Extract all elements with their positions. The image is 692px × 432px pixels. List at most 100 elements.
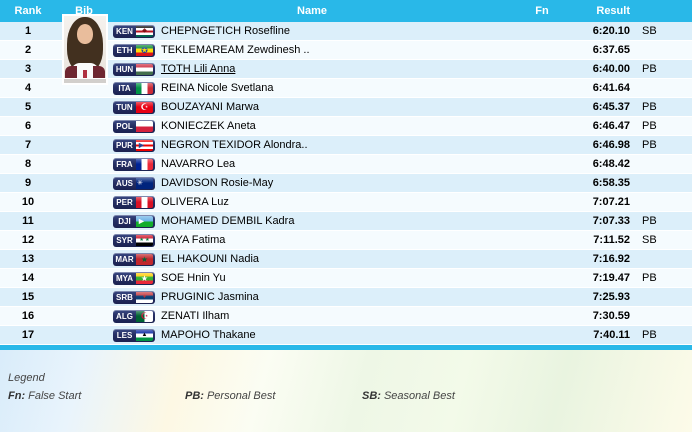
athlete-name-link[interactable]: NAVARRO Lea <box>161 157 236 170</box>
fn-cell <box>512 60 572 78</box>
flag-emblem-icon <box>136 121 153 132</box>
table-row: 15 SRB ♦ PRUGINIC Jasmina 7:25.93 <box>0 288 692 307</box>
record-badge <box>634 174 692 192</box>
result-cell: 7:07.33 <box>592 215 630 227</box>
athlete-name-link[interactable]: RAYA Fatima <box>161 233 226 246</box>
athlete-name-link[interactable]: NEGRON TEXIDOR Alondra.. <box>161 138 308 151</box>
country-code: SRB <box>116 292 133 302</box>
name-cell: ITA REINA Nicole Svetlana <box>112 79 512 97</box>
athlete-name-link[interactable]: EL HAKOUNI Nadia <box>161 252 260 265</box>
athlete-name-link[interactable]: OLIVERA Luz <box>161 195 229 208</box>
flag-emblem-icon: ★ <box>140 254 149 264</box>
country-code: PUR <box>116 140 133 150</box>
flag-emblem-icon <box>136 159 153 170</box>
result-cell: 7:30.59 <box>592 310 630 322</box>
athlete-name-link[interactable]: PRUGINIC Jasmina <box>161 290 259 303</box>
country-flag-badge: HUN <box>113 62 155 76</box>
record-badge <box>634 41 692 59</box>
legend-key-sb: SB: <box>362 390 381 402</box>
flag-icon <box>136 196 153 208</box>
table-row: 11 DJI ► MOHAMED DEMBIL Kadra 7:07.33 PB <box>0 212 692 231</box>
photo-vest-right <box>93 66 105 78</box>
rank-cell: 12 <box>21 234 35 246</box>
athlete-name-link[interactable]: ZENATI Ilham <box>161 309 230 322</box>
record-badge: PB <box>642 215 657 227</box>
country-code: POL <box>116 121 133 131</box>
bib-cell <box>56 250 112 268</box>
country-flag-badge: ITA <box>113 81 155 95</box>
legend-title: Legend <box>8 372 45 384</box>
flag-emblem-icon: ♦ <box>142 293 147 300</box>
flag-icon <box>136 158 153 170</box>
name-cell: FRA NAVARRO Lea <box>112 155 512 173</box>
athlete-photo-image <box>64 16 106 78</box>
name-cell: KEN ◆ CHEPNGETICH Rosefline <box>112 22 512 40</box>
table-row: 17 LES ▲ MAPOHO Thakane 7:40.11 PB <box>0 326 692 345</box>
country-code: ALG <box>116 311 133 321</box>
name-cell: LES ▲ MAPOHO Thakane <box>112 326 512 344</box>
name-cell: POL KONIECZEK Aneta <box>112 117 512 135</box>
country-code: MYA <box>115 273 134 283</box>
athlete-name-link[interactable]: CHEPNGETICH Rosefline <box>161 24 290 37</box>
record-badge <box>634 155 692 173</box>
flag-icon: ► <box>136 215 153 227</box>
table-row: 10 PER OLIVERA Luz 7:07.21 <box>0 193 692 212</box>
flag-emblem-icon: ► <box>137 215 146 226</box>
result-cell: 6:41.64 <box>592 82 630 94</box>
photo-face <box>77 24 93 44</box>
bib-cell <box>56 269 112 287</box>
fn-cell <box>512 288 572 306</box>
athlete-name-link[interactable]: MOHAMED DEMBIL Kadra <box>161 214 295 227</box>
name-cell: SYR ★ ★ RAYA Fatima <box>112 231 512 249</box>
name-cell: PUR ► NEGRON TEXIDOR Alondra.. <box>112 136 512 154</box>
flag-emblem-icon <box>136 197 153 208</box>
rank-cell: 3 <box>24 63 32 75</box>
fn-cell <box>512 41 572 59</box>
country-flag-badge: MYA ★ <box>113 271 155 285</box>
fn-cell <box>512 174 572 192</box>
country-code: AUS <box>116 178 133 188</box>
results-table: Rank Bib Name Fn Result 1 KEN ◆ CHEPNGET… <box>0 0 692 345</box>
header-result: Result <box>596 5 630 17</box>
athlete-name-link[interactable]: TEKLEMAREAM Zewdinesh .. <box>161 43 310 56</box>
athlete-name-link[interactable]: REINA Nicole Svetlana <box>161 81 274 94</box>
bib-cell <box>56 155 112 173</box>
fn-cell <box>512 212 572 230</box>
country-code: MAR <box>115 254 134 264</box>
header-name: Name <box>297 5 327 17</box>
athlete-name-link[interactable]: TOTH Lili Anna <box>161 62 236 75</box>
name-cell: ETH ✪ TEKLEMAREAM Zewdinesh .. <box>112 41 512 59</box>
table-row: 4 ITA REINA Nicole Svetlana 6:41.64 <box>0 79 692 98</box>
name-cell: MAR ★ EL HAKOUNI Nadia <box>112 250 512 268</box>
result-cell: 6:37.65 <box>592 44 630 56</box>
legend-item-sb: SB: Seasonal Best <box>362 390 455 402</box>
flag-icon: ★ <box>136 272 153 284</box>
table-row: 5 TUN ☪ BOUZAYANI Marwa 6:45.37 PB <box>0 98 692 117</box>
table-row: 12 SYR ★ ★ RAYA Fatima 7:11.52 SB <box>0 231 692 250</box>
country-flag-badge: KEN ◆ <box>113 24 155 38</box>
result-cell: 6:46.47 <box>592 120 630 132</box>
header-badge <box>634 0 692 22</box>
flag-emblem-icon: ▲ <box>141 331 148 338</box>
country-flag-badge: SRB ♦ <box>113 290 155 304</box>
fn-cell <box>512 231 572 249</box>
athlete-name-link[interactable]: MAPOHO Thakane <box>161 328 256 341</box>
record-badge <box>634 288 692 306</box>
fn-cell <box>512 326 572 344</box>
result-cell: 7:40.11 <box>593 329 630 341</box>
athlete-name-link[interactable]: SOE Hnin Yu <box>161 271 226 284</box>
athlete-name-link[interactable]: KONIECZEK Aneta <box>161 119 256 132</box>
name-cell: MYA ★ SOE Hnin Yu <box>112 269 512 287</box>
country-flag-badge: ALG ☪ <box>113 309 155 323</box>
table-row: 8 FRA NAVARRO Lea 6:48.42 <box>0 155 692 174</box>
legend-item-pb: PB: Personal Best <box>185 390 275 402</box>
table-row: 6 POL KONIECZEK Aneta 6:46.47 PB <box>0 117 692 136</box>
country-code: ITA <box>118 83 131 93</box>
result-cell: 7:19.47 <box>592 272 630 284</box>
athlete-name-link[interactable]: BOUZAYANI Marwa <box>161 100 259 113</box>
bib-cell <box>56 212 112 230</box>
result-cell: 7:07.21 <box>592 196 630 208</box>
rank-cell: 10 <box>21 196 35 208</box>
athlete-name-link[interactable]: DAVIDSON Rosie-May <box>161 176 274 189</box>
